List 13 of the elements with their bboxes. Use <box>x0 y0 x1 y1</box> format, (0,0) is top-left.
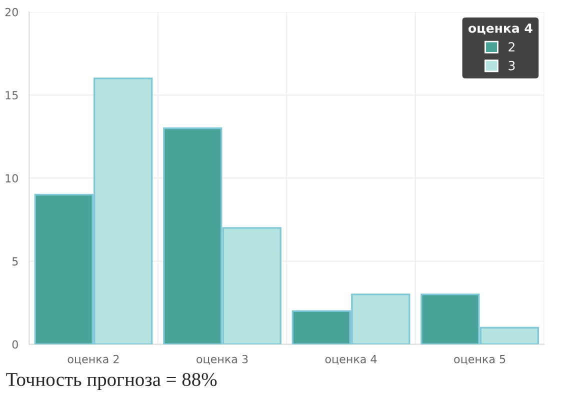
x-tick-label: оценка 5 <box>454 355 506 365</box>
legend-title: оценка 4 <box>468 24 532 34</box>
x-tick-label: оценка 3 <box>196 354 248 365</box>
legend-label: 3 <box>508 60 515 70</box>
y-tick-label: 0 <box>12 340 18 349</box>
x-tick-label: оценка 2 <box>68 354 119 365</box>
legend-label: 2 <box>508 42 514 52</box>
y-tick-label: 5 <box>12 257 18 266</box>
text: Точность прогноза = 88% <box>6 372 217 390</box>
y-tick-label: 20 <box>5 8 18 16</box>
y-tick-label: 10 <box>6 174 18 182</box>
x-tick-label: оценка 4 <box>325 355 377 365</box>
y-tick-label: 15 <box>6 91 18 100</box>
